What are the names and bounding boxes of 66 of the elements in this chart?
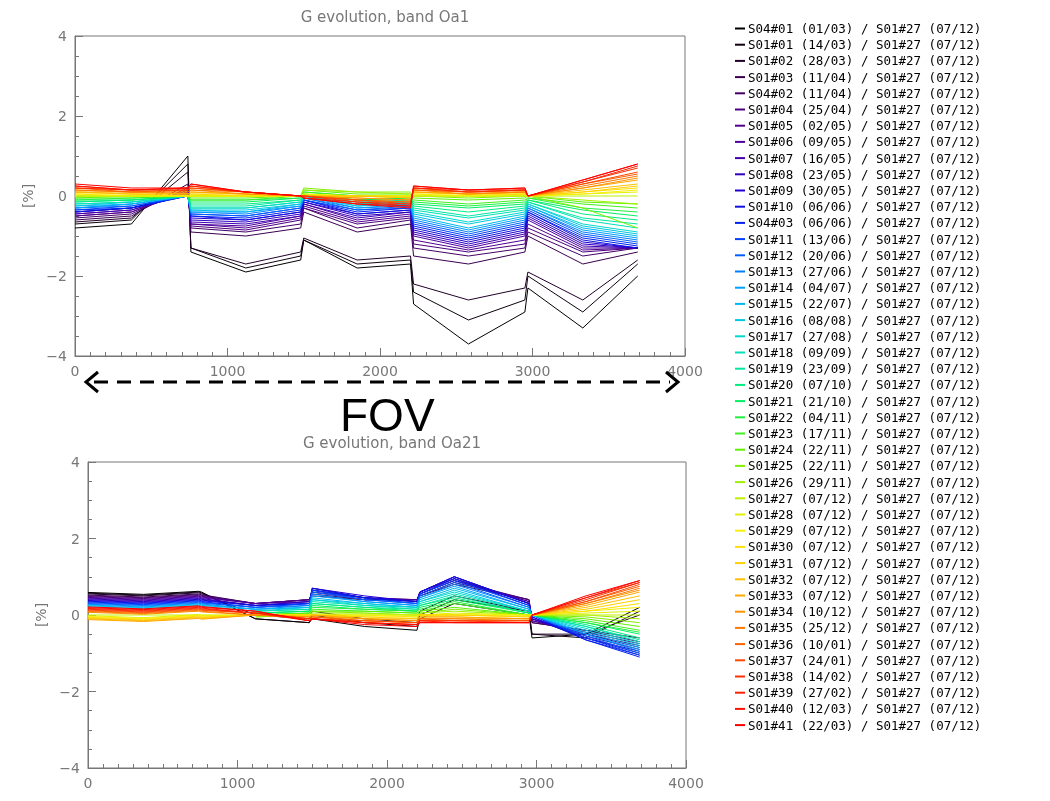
legend-label: S01#08 (23/05) / S01#27 (07/12) xyxy=(748,166,982,182)
y-tick-label: −4 xyxy=(59,760,81,776)
y-tick-label: 2 xyxy=(58,108,67,124)
x-tick-label: 3000 xyxy=(514,363,551,379)
x-tick-label: 4000 xyxy=(668,775,704,791)
y-tick-label: 0 xyxy=(71,607,80,623)
legend-label: S01#06 (09/05) / S01#27 (07/12) xyxy=(748,134,982,150)
legend-label: S01#12 (20/06) / S01#27 (07/12) xyxy=(748,247,982,263)
y-tick-label: −2 xyxy=(59,683,80,700)
legend-label: S01#38 (14/02) / S01#27 (07/12) xyxy=(748,669,982,684)
legend-label: S01#41 (22/03) / S01#27 (07/12) xyxy=(748,717,982,733)
legend-label: S01#30 (07/12) / S01#27 (07/12) xyxy=(748,539,982,555)
legend-label: S01#36 (10/01) / S01#27 (07/12) xyxy=(748,636,982,652)
legend-label: S01#25 (22/11) / S01#27 (07/12) xyxy=(748,458,982,474)
legend-label: S01#07 (16/05) / S01#27 (07/12) xyxy=(748,150,982,166)
legend-label: S01#28 (07/12) / S01#27 (07/12) xyxy=(748,507,982,522)
legend-label: S01#19 (23/09) / S01#27 (07/12) xyxy=(748,361,982,377)
x-tick-label: 2000 xyxy=(369,775,405,791)
legend-label: S04#02 (11/04) / S01#27 (07/12) xyxy=(748,85,982,101)
legend-label: S01#24 (22/11) / S01#27 (07/12) xyxy=(748,442,982,458)
legend-label: S01#14 (04/07) / S01#27 (07/12) xyxy=(748,280,982,296)
x-tick-label: 1000 xyxy=(219,775,256,791)
y-tick-label: 2 xyxy=(71,530,80,547)
legend-label: S04#03 (06/06) / S01#27 (07/12) xyxy=(748,215,982,231)
legend-label: S01#20 (07/10) / S01#27 (07/12) xyxy=(748,377,982,393)
chart-title: G evolution, band Oa1 xyxy=(300,7,470,26)
legend-label: S01#37 (24/01) / S01#27 (07/12) xyxy=(748,652,982,668)
legend-label: S01#34 (10/12) / S01#27 (07/12) xyxy=(748,604,982,620)
legend-label: S01#39 (27/02) / S01#27 (07/12) xyxy=(748,685,982,701)
legend-label: S01#18 (09/09) / S01#27 (07/12) xyxy=(748,345,982,360)
legend-label: S04#01 (01/03) / S01#27 (07/12) xyxy=(748,21,982,36)
y-tick-label: −2 xyxy=(46,268,67,284)
legend-label: S01#04 (25/04) / S01#27 (07/12) xyxy=(748,102,982,117)
legend-label: S01#10 (06/06) / S01#27 (07/12) xyxy=(748,199,982,215)
legend-label: S01#31 (07/12) / S01#27 (07/12) xyxy=(748,555,982,571)
legend-label: S01#32 (07/12) / S01#27 (07/12) xyxy=(748,571,982,587)
y-tick-label: 4 xyxy=(71,454,81,470)
legend-label: S01#27 (07/12) / S01#27 (07/12) xyxy=(748,490,982,506)
legend-label: S01#23 (17/11) / S01#27 (07/12) xyxy=(748,426,982,441)
x-tick-label: 0 xyxy=(83,775,93,791)
legend-label: S01#16 (08/08) / S01#27 (07/12) xyxy=(748,312,982,328)
x-tick-label: 2000 xyxy=(362,363,398,379)
y-axis-title: [%] xyxy=(20,183,37,209)
legend-label: S01#33 (07/12) / S01#27 (07/12) xyxy=(748,588,982,603)
legend-label: S01#09 (30/05) / S01#27 (07/12) xyxy=(748,183,982,198)
legend-label: S01#01 (14/03) / S01#27 (07/12) xyxy=(748,37,982,53)
legend-label: S01#17 (27/08) / S01#27 (07/12) xyxy=(748,328,982,344)
legend-label: S01#03 (11/04) / S01#27 (07/12) xyxy=(748,69,982,85)
legend-label: S01#26 (29/11) / S01#27 (07/12) xyxy=(748,474,982,490)
legend-label: S01#05 (02/05) / S01#27 (07/12) xyxy=(748,118,982,134)
legend-label: S01#11 (13/06) / S01#27 (07/12) xyxy=(748,231,982,247)
legend-label: S01#29 (07/12) / S01#27 (07/12) xyxy=(748,523,982,539)
y-tick-label: −4 xyxy=(46,348,68,364)
legend-label: S01#02 (28/03) / S01#27 (07/12) xyxy=(748,53,982,69)
legend-label: S01#40 (12/03) / S01#27 (07/12) xyxy=(748,701,982,717)
y-tick-label: 4 xyxy=(58,28,68,44)
legend-label: S01#13 (27/06) / S01#27 (07/12) xyxy=(748,264,982,279)
x-tick-label: 3000 xyxy=(518,775,555,791)
legend-label: S01#15 (22/07) / S01#27 (07/12) xyxy=(748,296,982,312)
y-tick-label: 0 xyxy=(58,188,67,204)
x-tick-label: 4000 xyxy=(667,363,703,379)
legend-label: S01#22 (04/11) / S01#27 (07/12) xyxy=(748,409,982,425)
legend-label: S01#21 (21/10) / S01#27 (07/12) xyxy=(748,393,982,409)
x-tick-label: 1000 xyxy=(209,363,246,379)
y-axis-title: [%] xyxy=(33,602,50,628)
legend-label: S01#35 (25/12) / S01#27 (07/12) xyxy=(748,620,982,636)
